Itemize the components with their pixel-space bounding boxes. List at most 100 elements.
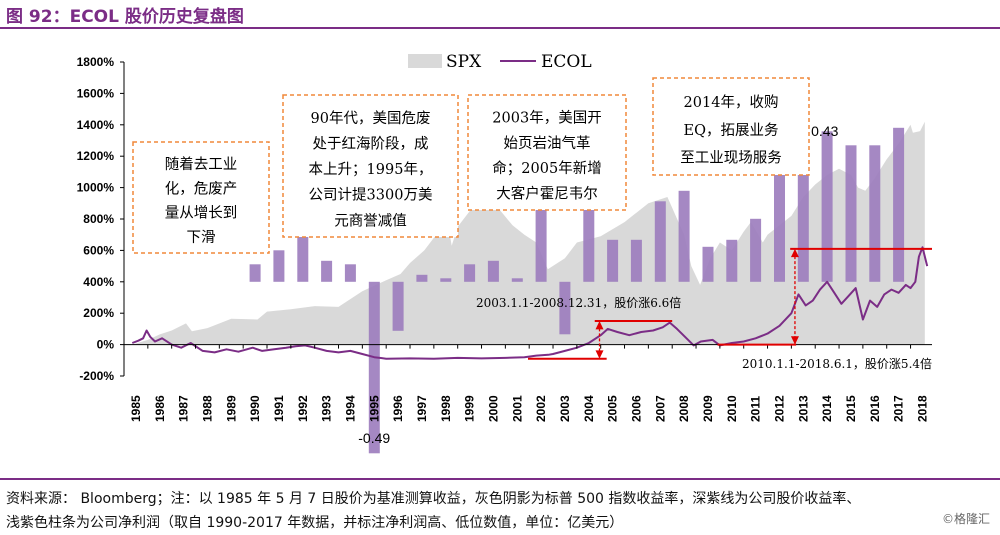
annotation-text: 本上升；1995年，: [309, 161, 433, 178]
net-income-bar: [392, 281, 404, 331]
x-tick-label: 2018: [915, 395, 929, 422]
y-tick-label: 400%: [83, 275, 114, 289]
x-tick-label: 2010: [725, 395, 739, 422]
annotation-text: 2003年，美国开: [492, 110, 601, 127]
x-tick-label: 2003: [558, 395, 572, 422]
net-income-bar: [249, 264, 261, 282]
net-income-bar: [368, 281, 380, 454]
annotation-text: 公司计提3300万美: [309, 187, 433, 204]
x-tick-label: 1999: [463, 395, 477, 422]
y-tick-label: 1200%: [77, 149, 115, 163]
annotation-text: 90年代，美国危废: [311, 110, 431, 127]
net-income-bar: [654, 201, 666, 282]
x-tick-label: 1987: [177, 395, 191, 422]
x-tick-label: 1996: [391, 395, 405, 422]
net-income-bar: [273, 250, 285, 282]
x-tick-label: 2004: [582, 395, 596, 422]
footer-divider: [0, 478, 1000, 480]
y-tick-label: 1000%: [77, 181, 115, 195]
net-income-bar: [416, 274, 428, 282]
net-income-bar: [559, 281, 571, 335]
y-tick-label: 1600%: [77, 86, 115, 100]
ecol-line-group: [131, 246, 929, 360]
x-tick-label: 1997: [415, 395, 429, 422]
period1-label: 2003.1.1-2008.12.31，股价涨6.6倍: [476, 295, 681, 310]
x-tick-label: 1992: [296, 395, 310, 422]
x-tick-label: 1991: [272, 395, 286, 422]
x-tick-label: 1990: [248, 395, 262, 422]
annotation-text: 下滑: [187, 229, 216, 246]
y-tick-label: 800%: [83, 212, 114, 226]
net-income-bar: [797, 145, 809, 282]
annotation-text: 随着去工业: [165, 156, 238, 173]
y-tick-label: 200%: [83, 306, 114, 320]
net-income-bar: [821, 131, 833, 282]
annotation-frame: [652, 77, 810, 176]
legend-label-spx: SPX: [446, 52, 482, 72]
title-divider: [0, 27, 1000, 29]
y-tick-label: -200%: [79, 369, 114, 383]
x-tick-label: 1986: [153, 395, 167, 422]
net-income-bar: [893, 127, 905, 282]
x-tick-label: 1985: [129, 395, 143, 422]
x-tick-label: 2016: [868, 395, 882, 422]
net-income-bar: [678, 190, 690, 282]
stock-history-chart: 1800% 1600% 1400% 1200% 1000% 800% 600% 400% 200…: [77, 52, 932, 454]
annotation-frame: [467, 94, 627, 211]
x-tick-label: 2013: [796, 395, 810, 422]
net-income-bar: [464, 264, 476, 282]
annotation-text: EQ，拓展业务: [684, 122, 779, 139]
source-note: 资料来源： Bloomberg；注：以 1985 年 5 月 7 日股价为基准测…: [6, 487, 996, 535]
annotation-text: 量从增长到: [165, 205, 238, 222]
x-tick-label: 2014: [820, 395, 834, 422]
plot-area: [132, 121, 925, 345]
x-tick-label: 1995: [367, 395, 381, 422]
legend-swatch-spx: [408, 54, 442, 68]
x-tick-label: 1994: [343, 395, 357, 422]
net-income-bar: [845, 145, 857, 282]
y-tick-label: 0%: [97, 338, 115, 352]
net-income-bar: [297, 229, 309, 282]
net-income-bar: [869, 145, 881, 282]
net-income-bar: [511, 278, 523, 282]
annotation-text: 处于红海阶段，成: [313, 135, 429, 152]
annotation-frame: [282, 94, 459, 238]
x-tick-label: 2005: [606, 395, 620, 422]
legend: SPX ECOL: [408, 52, 592, 72]
x-tick-label: 2017: [892, 395, 906, 422]
x-tick-label: 2011: [749, 396, 763, 422]
x-tick-label: 1988: [200, 395, 214, 422]
net-income-bar: [487, 260, 499, 282]
spx-area: [132, 121, 925, 345]
annotation-text: 2014年，收购: [684, 94, 779, 111]
period1-arrow-up: [595, 321, 604, 330]
net-income-bar: [321, 260, 333, 282]
watermark: ©格隆汇: [941, 512, 990, 526]
source-line-1: 资料来源： Bloomberg；注：以 1985 年 5 月 7 日股价为基准测…: [6, 491, 861, 507]
net-income-bar: [630, 239, 642, 282]
x-tick-label: 2012: [772, 395, 786, 422]
net-income-max-label: 0.43: [811, 123, 838, 139]
y-tick-label: 1800%: [77, 55, 115, 69]
net-income-bar: [535, 204, 547, 282]
net-income-bar: [344, 264, 356, 282]
period1-arrow-down: [595, 350, 604, 359]
x-tick-label: 2002: [534, 395, 548, 422]
annotation-text: 大客户霍尼韦尔: [496, 185, 598, 202]
net-income-bar: [750, 218, 762, 282]
x-tick-label: 2009: [701, 395, 715, 422]
ecol-line: [131, 246, 929, 360]
figure-title: 图 92：ECOL 股价历史复盘图: [6, 7, 244, 27]
period2-label: 2010.1.1-2018.6.1，股价涨5.4倍: [742, 356, 932, 371]
x-tick-label: 2000: [486, 395, 500, 422]
period2-arrow-down: [790, 336, 799, 345]
x-tick-label: 1989: [224, 395, 238, 422]
y-tick-label: 1400%: [77, 118, 115, 132]
net-income-bar: [726, 239, 738, 282]
net-income-bar: [607, 239, 619, 282]
net-income-bar: [702, 246, 714, 282]
